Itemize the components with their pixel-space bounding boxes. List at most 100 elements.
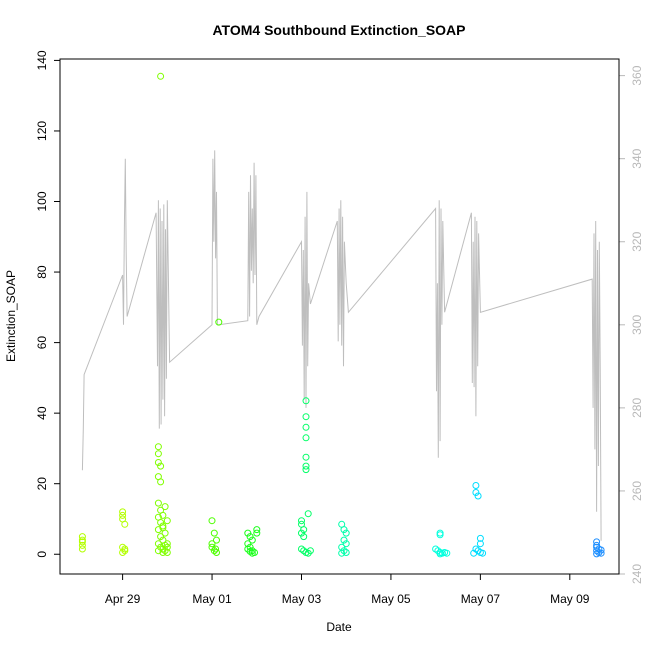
chart-title: ATOM4 Southbound Extinction_SOAP (212, 22, 465, 38)
data-point (246, 547, 254, 555)
data-point (163, 549, 171, 556)
data-point (443, 549, 451, 557)
data-point (436, 531, 444, 539)
data-point (302, 462, 310, 470)
data-point (213, 549, 220, 556)
data-point (298, 517, 305, 525)
data-point (302, 397, 310, 405)
data-point (298, 529, 305, 537)
data-point (340, 536, 348, 544)
data-point (121, 545, 129, 553)
y-tick-label: 100 (35, 191, 49, 211)
y-axis-label: Extinction_SOAP (4, 270, 18, 362)
x-tick-label: May 09 (550, 592, 590, 606)
data-point (298, 545, 305, 553)
track-line (81, 150, 602, 541)
y2-tick-label: 280 (630, 398, 644, 418)
data-point (154, 526, 162, 534)
data-point (302, 413, 310, 421)
data-point (476, 534, 484, 542)
data-point (304, 510, 312, 518)
data-point (119, 543, 127, 551)
data-point (246, 533, 254, 541)
data-point (436, 550, 444, 558)
line-series (81, 150, 602, 541)
y-tick-label: 80 (35, 265, 49, 279)
data-point (302, 453, 310, 461)
data-point (479, 549, 487, 557)
y2-tick-label: 320 (630, 231, 644, 251)
data-point (244, 545, 252, 553)
data-point (159, 524, 167, 532)
data-point (472, 545, 480, 553)
data-point (208, 517, 216, 525)
data-point (244, 529, 252, 537)
data-point (306, 547, 314, 555)
data-point (157, 478, 165, 486)
data-point (157, 533, 165, 541)
data-point (244, 540, 252, 548)
data-point (212, 545, 220, 553)
data-point (474, 492, 482, 500)
data-point (302, 434, 310, 442)
y2-tick-label: 340 (630, 148, 644, 168)
data-point (163, 543, 171, 551)
data-point (302, 466, 310, 474)
data-point (472, 489, 480, 496)
data-point (338, 549, 346, 557)
y-axis: 0 20 40 60 80 100 120 140 (35, 50, 60, 558)
data-point (253, 526, 261, 534)
data-point (246, 543, 254, 551)
x-tick-label: May 07 (461, 592, 501, 606)
data-point (210, 529, 218, 537)
x-tick-label: May 01 (192, 592, 232, 606)
data-point (78, 541, 86, 549)
data-point (154, 450, 162, 458)
data-point (253, 529, 261, 537)
data-point (597, 549, 605, 557)
data-point (157, 72, 165, 80)
data-point (593, 538, 601, 546)
data-point (208, 543, 216, 551)
point-series (78, 72, 605, 558)
data-point (342, 529, 350, 537)
data-point (78, 536, 86, 544)
data-point (476, 540, 484, 548)
x-axis: Apr 29 May 01 May 03 May 05 May 07 May 09 (105, 574, 590, 606)
y2-axis: 240 260 280 300 320 340 360 (618, 65, 644, 584)
data-point (248, 549, 256, 557)
data-point (157, 462, 165, 470)
data-point (121, 520, 129, 528)
data-point (597, 546, 605, 554)
data-point (154, 499, 162, 507)
data-point (300, 533, 308, 541)
data-point (208, 540, 216, 548)
x-tick-label: Apr 29 (105, 592, 141, 606)
x-tick-label: May 05 (371, 592, 411, 606)
y2-tick-label: 260 (630, 481, 644, 501)
data-point (213, 536, 220, 544)
data-point (119, 549, 127, 556)
data-point (154, 443, 162, 451)
y-tick-label: 140 (35, 50, 49, 70)
x-axis-label: Date (326, 620, 352, 634)
data-point (161, 503, 169, 511)
data-point (163, 517, 171, 525)
data-point (163, 540, 171, 548)
data-point (154, 459, 162, 466)
data-point (593, 550, 601, 558)
data-point (340, 526, 348, 534)
data-point (119, 508, 127, 516)
data-point (215, 318, 223, 326)
y2-tick-label: 240 (630, 564, 644, 584)
y-tick-label: 0 (35, 551, 49, 558)
data-point (470, 549, 478, 557)
data-point (342, 549, 350, 556)
y-tick-label: 40 (35, 406, 49, 420)
data-point (154, 540, 162, 548)
data-point (119, 511, 127, 519)
y-tick-label: 60 (35, 336, 49, 350)
data-point (78, 545, 86, 553)
data-point (161, 541, 169, 549)
